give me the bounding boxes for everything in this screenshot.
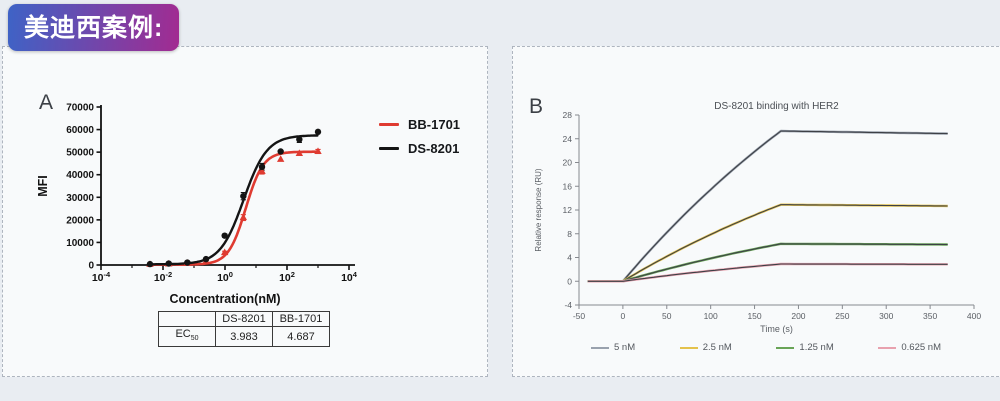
ec50-table-header-ds8201: DS-8201 [215, 311, 273, 327]
point-DS-8201 [184, 259, 191, 266]
point-BB-1701 [295, 149, 304, 156]
fit-2.5 nM [587, 204, 948, 282]
legend-item-bb1701: BB-1701 [379, 117, 460, 132]
legend-item-5nM: 5 nM [591, 342, 635, 353]
point-BB-1701 [239, 213, 248, 221]
svg-text:0: 0 [567, 276, 572, 286]
point-DS-8201 [221, 232, 228, 239]
bb1701-line-swatch [379, 123, 399, 126]
legend-item-0.625nM: 0.625 nM [878, 342, 941, 353]
point-DS-8201 [165, 260, 172, 267]
svg-text:0: 0 [621, 311, 626, 321]
svg-text:60000: 60000 [66, 125, 94, 136]
5nM-line-swatch [591, 346, 609, 349]
1.25nM-line-swatch [776, 346, 795, 349]
svg-text:50000: 50000 [66, 148, 94, 159]
point-DS-8201 [277, 148, 284, 155]
header-badge: 美迪西案例: [8, 4, 180, 51]
fit-5 nM [587, 130, 948, 282]
ds8201-line-swatch [379, 147, 399, 150]
svg-text:50: 50 [662, 311, 672, 321]
0.625nM-line-swatch [878, 346, 897, 349]
point-DS-8201 [202, 255, 210, 263]
panel-b-legend: 5 nM 2.5 nM 1.25 nM 0.625 nM [591, 342, 941, 353]
svg-text:28: 28 [563, 110, 573, 120]
point-DS-8201 [146, 260, 154, 268]
fit-0.625 nM [587, 263, 948, 282]
2.5nM-line-swatch [679, 346, 698, 349]
point-DS-8201 [314, 128, 322, 136]
svg-text:8: 8 [567, 229, 572, 239]
svg-text:10-2: 10-2 [154, 270, 172, 284]
svg-text:150: 150 [747, 311, 761, 321]
legend-label-0.625nM: 0.625 nM [901, 342, 941, 353]
ec50-table-value-row: EC50 3.983 4.687 [158, 325, 330, 348]
a-y-axis-title: MFI [36, 175, 50, 197]
svg-text:350: 350 [923, 311, 937, 321]
b-y-axis-title: Relative response (RU) [534, 168, 543, 251]
ec50-table-header-bb1701: BB-1701 [272, 311, 330, 327]
fit-curve-BB-1701 [147, 150, 319, 266]
point-DS-8201 [296, 136, 303, 143]
panel-b-card: B -50 0 50 100 150 200 250 300 350 400 -4 0 4 8 12 16 20… [512, 46, 1000, 377]
legend-item-2.5nM: 2.5 nM [679, 342, 732, 353]
svg-text:30000: 30000 [66, 193, 94, 204]
point-BB-1701 [220, 248, 229, 256]
svg-text:100: 100 [704, 311, 718, 321]
dose-response-chart: 0 10000 20000 30000 40000 50000 60000 70000 10-4… [31, 97, 361, 315]
ec50-value-bb1701: 4.687 [272, 325, 330, 348]
panel-a-legend: BB-1701 DS-8201 [379, 117, 460, 156]
spr-sensorgram-chart: -50 0 50 100 150 200 250 300 350 400 -4 0 4 8 12 16 20 24… [527, 97, 997, 349]
a-x-axis-title: Concentration(nM) [169, 292, 280, 306]
svg-text:-4: -4 [564, 300, 572, 310]
point-DS-8201 [258, 163, 266, 171]
svg-text:-50: -50 [573, 311, 586, 321]
legend-label-ds8201: DS-8201 [408, 141, 460, 156]
svg-text:200: 200 [791, 311, 805, 321]
fit-1.25 nM [587, 243, 948, 282]
svg-text:100: 100 [217, 270, 233, 284]
svg-text:0: 0 [88, 261, 94, 272]
panel-a-card: A 0 10000 20000 30000 40000 50000 60000 70000 10… [2, 46, 488, 377]
legend-item-ds8201: DS-8201 [379, 141, 460, 156]
spr-svg: -50 0 50 100 150 200 250 300 350 400 -4 0 4 8 12 16 20 24… [534, 101, 981, 334]
svg-text:10-4: 10-4 [92, 270, 111, 284]
point-BB-1701 [258, 167, 266, 174]
svg-text:12: 12 [563, 205, 573, 215]
dose-response-svg: 0 10000 20000 30000 40000 50000 60000 70000 10-4… [36, 103, 358, 307]
svg-text:70000: 70000 [66, 103, 94, 114]
ec50-table-header-row: DS-8201 BB-1701 [158, 311, 330, 327]
point-BB-1701 [276, 155, 285, 162]
svg-text:104: 104 [341, 270, 358, 284]
svg-text:24: 24 [563, 134, 573, 144]
svg-text:40000: 40000 [66, 170, 94, 181]
svg-text:4: 4 [567, 253, 572, 263]
svg-text:20: 20 [563, 158, 573, 168]
legend-item-1.25nM: 1.25 nM [776, 342, 834, 353]
svg-text:20000: 20000 [66, 215, 94, 226]
point-DS-8201 [240, 192, 247, 200]
svg-text:16: 16 [563, 181, 573, 191]
ec50-value-ds8201: 3.983 [215, 325, 273, 348]
fit-curve-DS-8201 [147, 134, 319, 266]
legend-label-1.25nM: 1.25 nM [799, 342, 834, 353]
panel-b-letter: B [529, 95, 544, 118]
b-x-axis-title: Time (s) [760, 324, 793, 334]
panel-a-letter: A [39, 91, 54, 114]
point-BB-1701 [314, 147, 322, 154]
svg-text:250: 250 [835, 311, 849, 321]
header-badge-text: 美迪西案例: [24, 14, 164, 42]
legend-label-5nM: 5 nM [614, 342, 636, 353]
svg-text:102: 102 [279, 270, 295, 284]
legend-label-bb1701: BB-1701 [408, 117, 461, 132]
ec50-table: DS-8201 BB-1701 EC50 3.983 4.687 [158, 311, 330, 348]
svg-text:400: 400 [967, 311, 981, 321]
svg-text:300: 300 [879, 311, 893, 321]
b-chart-title: DS-8201 binding with HER2 [714, 101, 839, 112]
ec50-row-label: EC50 [158, 325, 216, 348]
svg-text:10000: 10000 [66, 238, 94, 249]
ec50-table-corner-cell [158, 311, 216, 327]
legend-label-2.5nM: 2.5 nM [702, 342, 732, 353]
